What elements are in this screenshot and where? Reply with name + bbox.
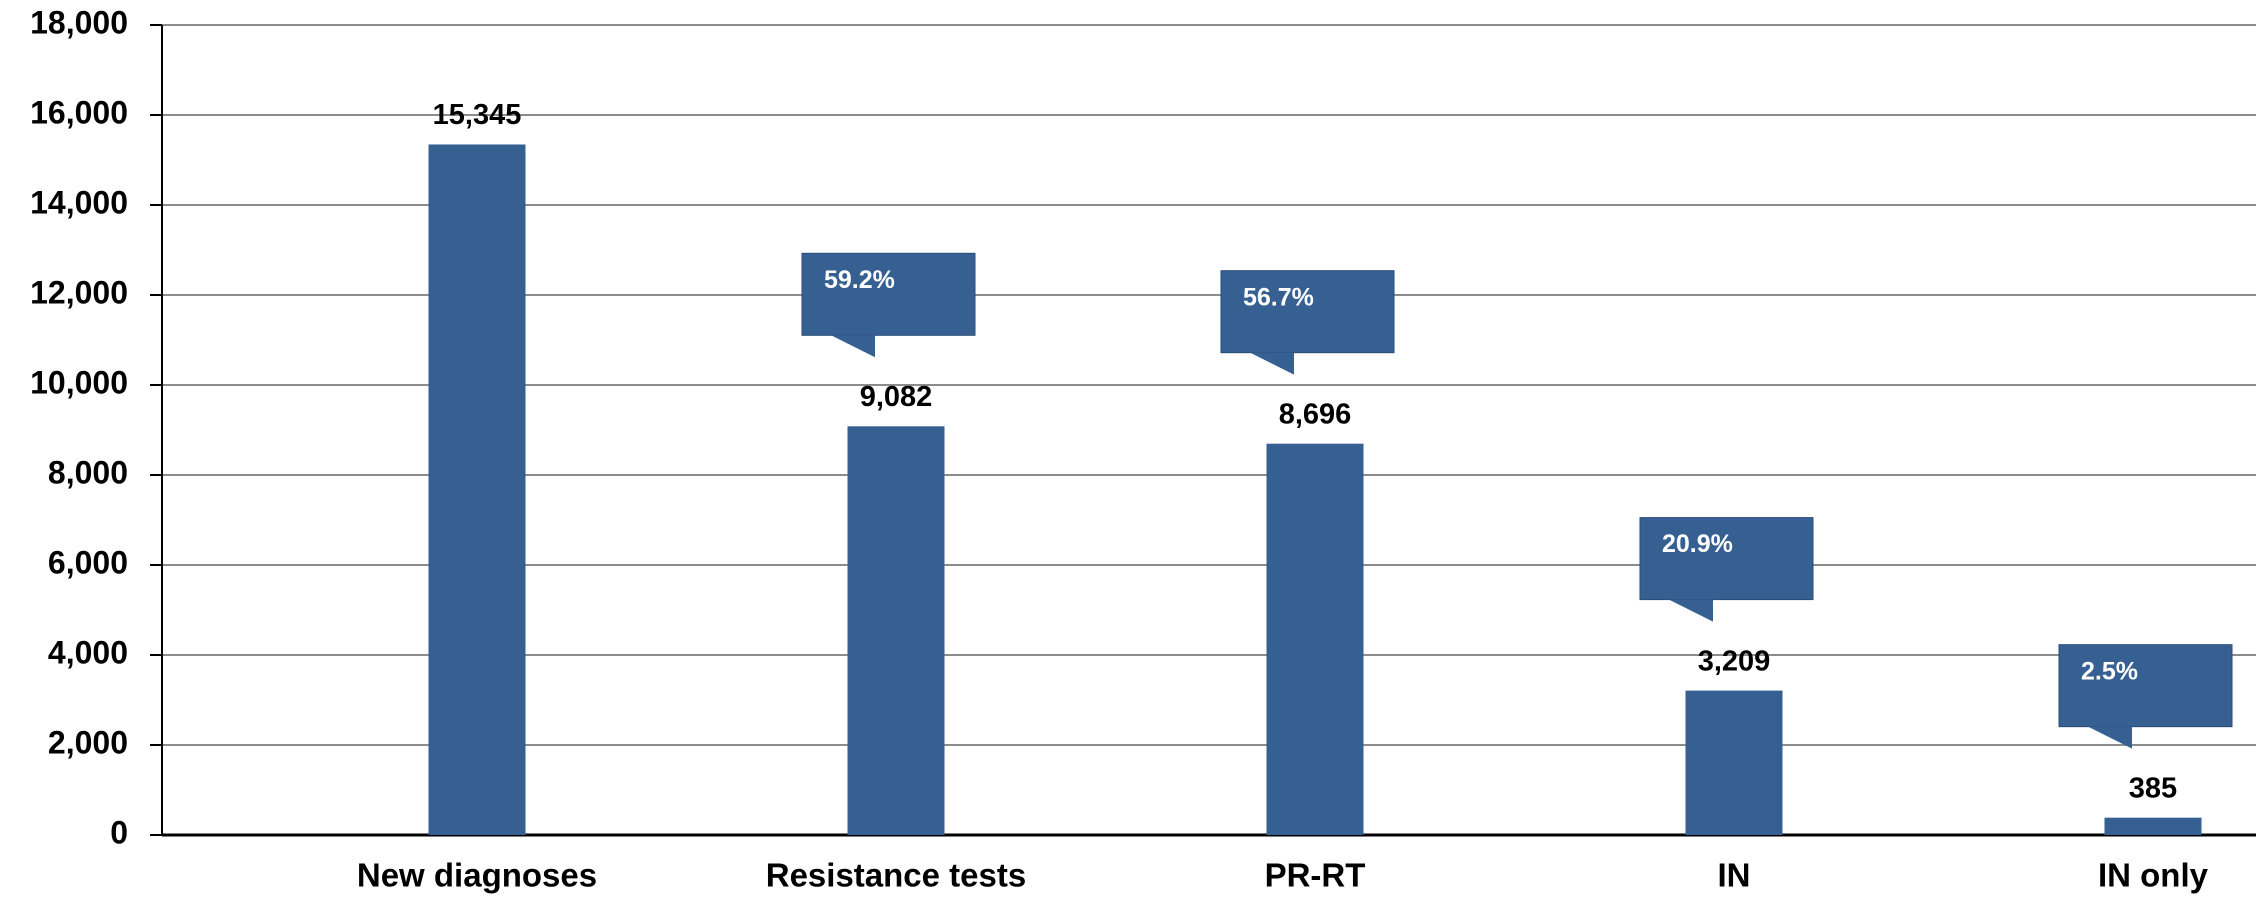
bar [428, 144, 526, 836]
y-tick-label: 4,000 [48, 634, 128, 670]
x-tick-label: PR-RT [1265, 857, 1366, 894]
y-tick-label: 10,000 [30, 364, 128, 400]
bar [1266, 443, 1364, 835]
callout-tail [1250, 352, 1294, 375]
callout-box [1639, 517, 1814, 601]
y-tick-label: 18,000 [30, 4, 128, 40]
value-label: 385 [2129, 772, 2177, 804]
bar [847, 426, 945, 835]
callout-box [1220, 270, 1395, 354]
callout-tail [831, 335, 875, 358]
y-tick-label: 8,000 [48, 454, 128, 490]
value-label: 15,345 [433, 99, 522, 131]
value-label: 9,082 [860, 381, 933, 413]
callout-label: 2.5% [2081, 657, 2138, 685]
y-tick-label: 6,000 [48, 544, 128, 580]
callout-label: 20.9% [1662, 530, 1733, 558]
x-tick-label: IN only [2098, 857, 2209, 894]
callout-box [2058, 644, 2233, 728]
y-tick-label: 0 [110, 814, 128, 850]
callout-label: 59.2% [824, 266, 895, 294]
value-label: 8,696 [1279, 398, 1352, 430]
bar [1685, 690, 1783, 835]
y-tick-label: 12,000 [30, 274, 128, 310]
callout-label: 56.7% [1243, 283, 1314, 311]
x-tick-label: Resistance tests [766, 857, 1026, 894]
callout-box [801, 252, 976, 336]
callout-tail [2088, 726, 2132, 749]
callout-tail [1669, 599, 1713, 622]
value-label: 3,209 [1698, 645, 1771, 677]
bar [2104, 817, 2202, 835]
x-tick-label: New diagnoses [357, 857, 597, 894]
y-tick-label: 16,000 [30, 94, 128, 130]
y-tick-label: 14,000 [30, 184, 128, 220]
y-tick-label: 2,000 [48, 724, 128, 760]
x-tick-label: IN [1718, 857, 1751, 894]
